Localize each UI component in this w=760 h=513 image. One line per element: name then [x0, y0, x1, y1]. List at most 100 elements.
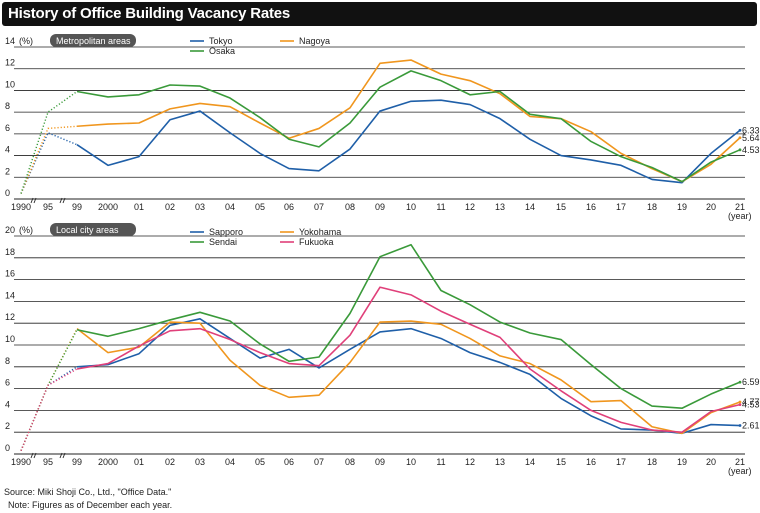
end-value-label: 2.61	[742, 421, 760, 431]
x-tick-label: 04	[225, 457, 235, 467]
x-tick-label: 17	[616, 202, 626, 212]
end-value-label: 5.64	[742, 133, 760, 143]
axis-break-mark	[30, 197, 37, 204]
y-tick-label: 12	[5, 312, 15, 322]
x-tick-label: 17	[616, 457, 626, 467]
end-point-yokohama	[738, 400, 742, 404]
end-point-fukuoka	[738, 403, 742, 407]
end-value-label: 4.53	[742, 145, 760, 155]
x-tick-label: 01	[134, 202, 144, 212]
axis-break-mark	[30, 452, 37, 459]
y-tick-label: 14	[5, 290, 15, 300]
x-tick-label: 06	[284, 457, 294, 467]
x-tick-label: 07	[314, 457, 324, 467]
panel-label-pill	[50, 34, 136, 47]
x-tick-label: 12	[465, 457, 475, 467]
series-line-sapporo	[76, 318, 741, 435]
end-value-label: 6.33	[742, 125, 760, 135]
x-tick-label: 13	[495, 202, 505, 212]
x-tick-label: 10	[406, 457, 416, 467]
end-point-sapporo	[738, 424, 742, 427]
x-tick-label: 04	[225, 202, 235, 212]
x-tick-label: 08	[345, 202, 355, 212]
series-line-osaka	[76, 70, 741, 183]
x-tick-label: 1990	[11, 457, 31, 467]
y-tick-label: 10	[5, 79, 15, 89]
series-line-nagoya-dotted	[20, 125, 78, 194]
x-tick-label: 95	[43, 202, 53, 212]
legend-label: Fukuoka	[299, 237, 334, 247]
end-point-osaka	[738, 148, 742, 152]
y-tick-label: 14	[5, 36, 15, 46]
end-point-sendai	[738, 380, 742, 384]
end-value-label: 4.77	[742, 397, 760, 407]
x-tick-label: 2000	[98, 457, 118, 467]
legend-label: Yokohama	[299, 227, 341, 237]
y-tick-label: 6	[5, 123, 10, 133]
x-tick-label: 03	[195, 202, 205, 212]
title-bar: History of Office Building Vacancy Rates	[2, 2, 757, 26]
y-tick-label: 0	[5, 188, 10, 198]
series-line-fukuoka-dotted	[20, 368, 78, 451]
x-tick-label: 11	[436, 457, 445, 467]
y-tick-label: 6	[5, 378, 10, 388]
y-tick-label: 8	[5, 101, 10, 111]
x-tick-label: 13	[495, 457, 505, 467]
unit-label: (%)	[19, 36, 33, 46]
axis-break-mark	[59, 452, 66, 459]
x-tick-label: 21	[735, 457, 745, 467]
x-tick-label: 19	[677, 202, 687, 212]
y-tick-label: 12	[5, 58, 15, 68]
x-tick-label: 06	[284, 202, 294, 212]
x-tick-label: 02	[165, 457, 175, 467]
x-tick-label: 03	[195, 457, 205, 467]
legend-label: Tokyo	[209, 36, 233, 46]
x-tick-label: 09	[375, 202, 385, 212]
x-tick-label: 11	[436, 202, 445, 212]
x-tick-label: 08	[345, 457, 355, 467]
x-tick-label: 16	[586, 457, 596, 467]
x-tick-label: 07	[314, 202, 324, 212]
legend-label: Nagoya	[299, 36, 330, 46]
y-tick-label: 0	[5, 443, 10, 453]
series-line-yokohama	[76, 320, 741, 435]
axis-break-mark	[59, 197, 66, 204]
footnote: Note: Figures as of December each year.	[8, 500, 173, 510]
series-line-tokyo-dotted	[20, 131, 78, 194]
legend-label: Sendai	[209, 237, 237, 247]
y-tick-label: 4	[5, 399, 10, 409]
y-tick-label: 16	[5, 269, 15, 279]
legend-label: Sapporo	[209, 227, 243, 237]
x-tick-label: 2000	[98, 202, 118, 212]
series-line-tokyo	[76, 99, 741, 184]
x-tick-label: 20	[706, 457, 716, 467]
x-axis-unit: (year)	[728, 466, 752, 476]
x-tick-label: 14	[525, 202, 535, 212]
y-tick-label: 2	[5, 421, 10, 431]
x-tick-label: 12	[465, 202, 475, 212]
end-value-label: 4.53	[742, 400, 760, 410]
x-tick-label: 20	[706, 202, 716, 212]
x-tick-label: 09	[375, 457, 385, 467]
chart-title: History of Office Building Vacancy Rates	[8, 5, 291, 22]
series-line-sendai	[76, 243, 741, 410]
unit-label: (%)	[19, 225, 33, 235]
x-tick-label: 95	[43, 457, 53, 467]
legend-label: Osaka	[209, 46, 235, 56]
y-tick-label: 2	[5, 166, 10, 176]
panel-label-pill	[50, 223, 136, 236]
x-tick-label: 18	[647, 457, 657, 467]
end-point-nagoya	[738, 136, 742, 140]
x-tick-label: 01	[134, 457, 144, 467]
series-line-sapporo-dotted	[20, 366, 78, 451]
x-tick-label: 16	[586, 202, 596, 212]
x-tick-label: 15	[556, 202, 566, 212]
y-tick-label: 8	[5, 356, 10, 366]
x-tick-label: 02	[165, 202, 175, 212]
source-note: Source: Miki Shoji Co., Ltd., "Office Da…	[4, 487, 172, 497]
y-tick-label: 18	[5, 247, 15, 257]
x-tick-label: 19	[677, 457, 687, 467]
